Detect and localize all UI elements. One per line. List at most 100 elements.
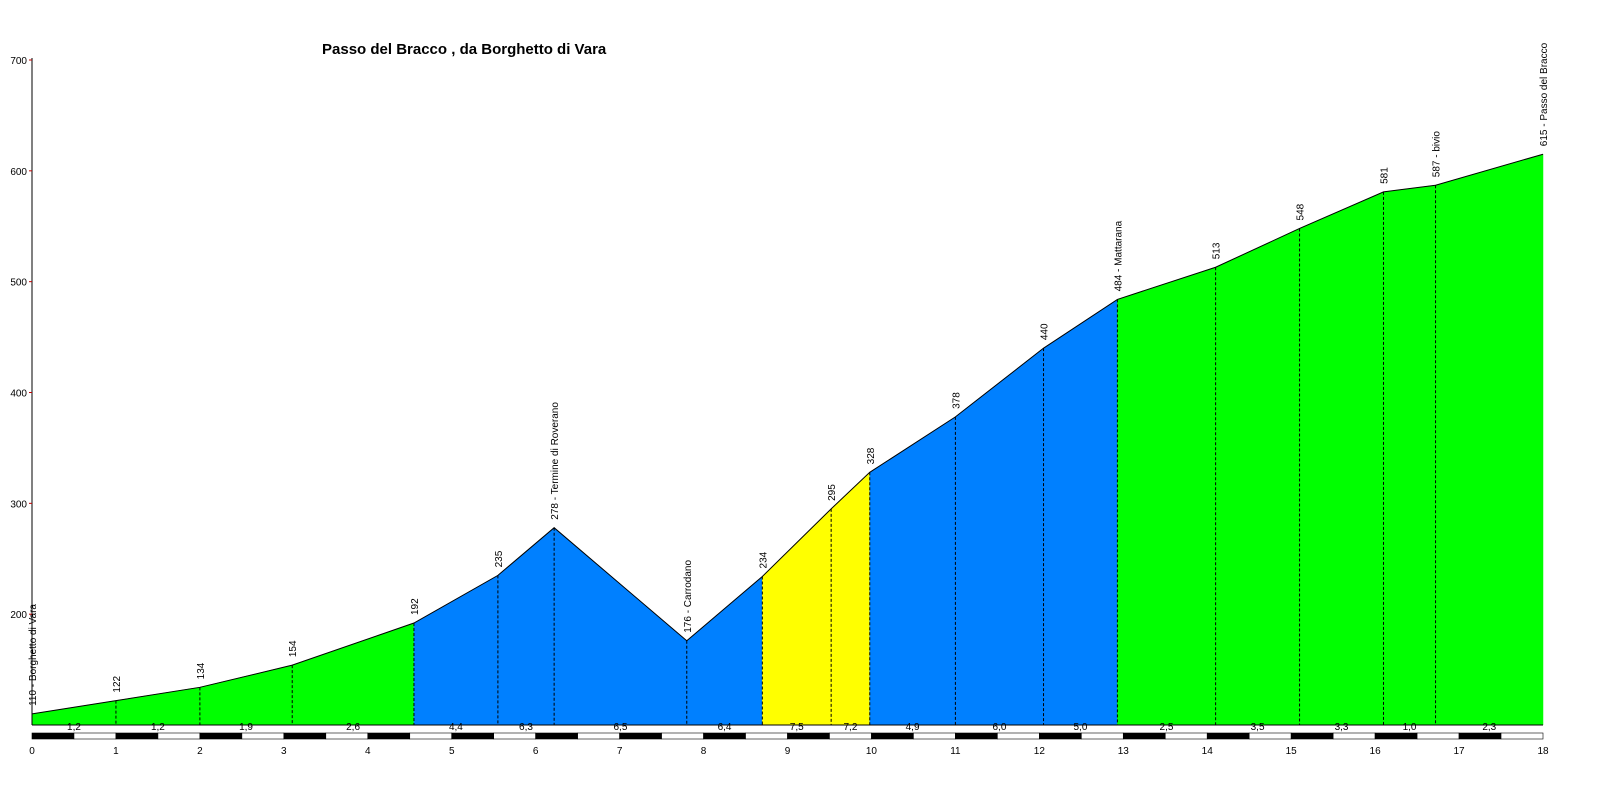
- gradient-label: 1,2: [67, 722, 81, 733]
- segment-fill-10: [830, 471, 871, 726]
- profile-line: [31, 153, 1544, 715]
- ruler-block: [745, 732, 788, 740]
- x-tick-label: 10: [866, 746, 878, 757]
- ruler-block: [325, 732, 369, 740]
- segment-fill-12: [955, 347, 1044, 726]
- ruler-block: [367, 732, 411, 740]
- segment-fill-7: [553, 527, 688, 726]
- x-tick-label: 2: [197, 746, 203, 757]
- ruler-block: [73, 732, 117, 740]
- point-label: 192: [410, 598, 421, 615]
- gradient-label: 5,0: [1074, 722, 1088, 733]
- ruler-block: [1081, 732, 1124, 740]
- x-tick-label: 15: [1286, 746, 1298, 757]
- segment-fill-4: [291, 622, 415, 726]
- gradient-label: 1,2: [151, 722, 165, 733]
- point-label: 295: [827, 484, 838, 501]
- ruler-block: [409, 732, 453, 740]
- segment-fill-18: [1435, 153, 1544, 726]
- ruler-block: [1206, 732, 1250, 740]
- x-tick-label: 4: [365, 746, 371, 757]
- ruler-block: [829, 732, 872, 740]
- segment-fill-17: [1383, 184, 1436, 726]
- ruler-block: [703, 732, 746, 740]
- ruler-block: [283, 732, 327, 740]
- gradient-label: 4,9: [906, 722, 920, 733]
- point-label: 581: [1380, 167, 1391, 184]
- point-label: 615 - Passo del Bracco: [1539, 42, 1550, 146]
- ruler-block: [1458, 732, 1502, 740]
- y-axis-tick-labels: 200 300 400 500 600 700: [10, 56, 27, 621]
- point-label: 328: [866, 447, 877, 464]
- gradient-label: 1,0: [1403, 722, 1417, 733]
- ruler-block: [199, 732, 243, 740]
- gradient-label: 6,4: [718, 722, 732, 733]
- profile-outline: [31, 153, 1544, 715]
- ruler-block: [115, 732, 159, 740]
- chart-title: Passo del Bracco , da Borghetto di Vara: [322, 41, 607, 58]
- ruler-block: [535, 732, 578, 740]
- segment-fill-3: [199, 664, 293, 726]
- ruler-block: [1416, 732, 1460, 740]
- point-label: 440: [1040, 323, 1051, 340]
- x-tick-label: 0: [29, 746, 35, 757]
- gradient-label: 2,5: [1160, 722, 1174, 733]
- y-tick-label: 600: [10, 167, 27, 178]
- ruler-block: [31, 732, 75, 740]
- segment-fill-13: [1043, 298, 1118, 726]
- gradient-label: 2,3: [1482, 722, 1496, 733]
- ruler-block: [577, 732, 620, 740]
- ruler-block: [1164, 732, 1208, 740]
- ruler-block: [1122, 732, 1166, 740]
- ruler-block: [955, 732, 998, 740]
- segment-fill-2: [115, 687, 201, 726]
- ruler-block: [913, 732, 956, 740]
- gradient-label: 6,0: [993, 722, 1007, 733]
- ruler-block: [787, 732, 830, 740]
- ruler-block: [1332, 732, 1376, 740]
- point-label: 378: [951, 392, 962, 409]
- x-axis-tick-labels: 0 1 2 3 4 5 6 7 8 9 10 11 12 13 14 15 16 17 18: [29, 746, 1549, 757]
- gradient-label: 4,4: [449, 722, 463, 733]
- y-tick-label: 400: [10, 389, 27, 400]
- point-label: 176 - Carrodano: [683, 560, 694, 633]
- point-label: 278 - Termine di Roverano: [550, 402, 561, 520]
- x-tick-label: 14: [1202, 746, 1214, 757]
- ruler-block: [241, 732, 285, 740]
- x-tick-label: 3: [281, 746, 287, 757]
- x-tick-label: 17: [1453, 746, 1465, 757]
- point-label: 154: [288, 640, 299, 657]
- x-tick-label: 16: [1370, 746, 1382, 757]
- segment-fill-8: [686, 575, 763, 726]
- ruler-block: [619, 732, 662, 740]
- y-tick-label: 300: [10, 499, 27, 510]
- point-label: 234: [758, 551, 769, 568]
- segment-fill-6: [497, 527, 555, 726]
- x-tick-label: 8: [701, 746, 707, 757]
- point-label: 235: [494, 550, 505, 567]
- point-label: 122: [112, 675, 123, 692]
- ruler-block: [1248, 732, 1292, 740]
- point-label: 110 - Borghetto di Vara: [28, 604, 39, 706]
- gradient-label: 7,2: [844, 722, 858, 733]
- segment-fill-15: [1215, 228, 1300, 726]
- segment-fill-5: [413, 574, 499, 726]
- x-tick-label: 11: [950, 746, 961, 757]
- point-label: 484 - Mattarana: [1113, 220, 1124, 291]
- y-tick-label: 500: [10, 278, 27, 289]
- gradient-label: 7,5: [790, 722, 804, 733]
- point-label: 548: [1296, 203, 1307, 220]
- ruler-block: [1039, 732, 1082, 740]
- gradient-label: 6,3: [519, 722, 533, 733]
- ruler-block: [871, 732, 914, 740]
- y-tick-label: 200: [10, 610, 27, 621]
- x-tick-label: 12: [1034, 746, 1046, 757]
- gradient-label: 2,6: [346, 722, 360, 733]
- segment-fill-16: [1299, 191, 1384, 726]
- ruler-block: [493, 732, 536, 740]
- x-tick-label: 6: [533, 746, 539, 757]
- x-tick-label: 5: [449, 746, 455, 757]
- point-label: 513: [1212, 242, 1223, 259]
- x-tick-label: 1: [113, 746, 119, 757]
